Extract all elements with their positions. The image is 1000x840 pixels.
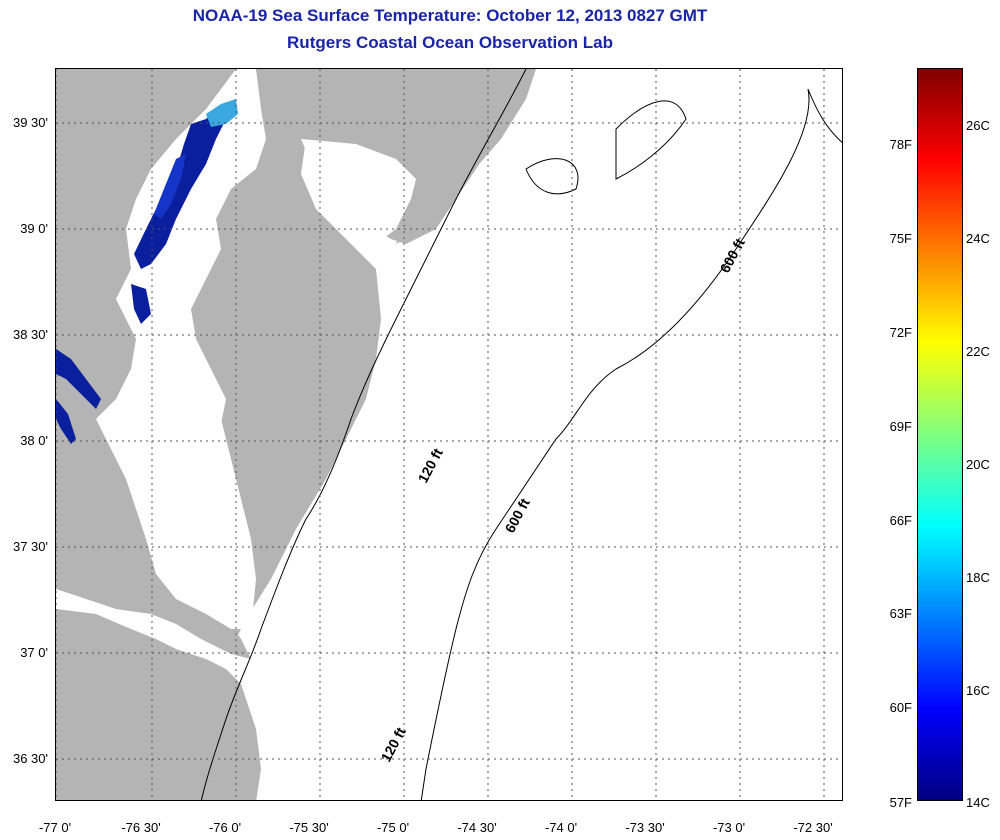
delmarva-peninsula-land [191, 69, 536, 639]
lon-label: -75 30' [289, 820, 329, 835]
lat-label: 38 0' [20, 433, 48, 448]
colorbar-c-label: 18C [966, 570, 990, 585]
colorbar-f-label: 63F [889, 606, 912, 621]
colorbar-f-label: 60F [889, 700, 912, 715]
potomac-sst-2 [56, 399, 76, 444]
lon-label: -75 0' [376, 820, 410, 835]
upper-bay-sst [134, 104, 231, 269]
chesapeake-bay-water [96, 299, 256, 629]
contour-small-2 [525, 158, 579, 195]
gridlines [56, 69, 842, 800]
contour-label-120ft-south: 120 ft [378, 724, 409, 764]
sst-pixels [56, 99, 238, 444]
colorbar-c-label: 14C [966, 795, 990, 810]
sst-map: 600 ft 120 ft 600 ft 120 ft [55, 68, 843, 801]
map-subtitle: Rutgers Coastal Ocean Observation Lab [287, 33, 613, 52]
susquehanna-sst [206, 99, 238, 127]
temperature-colorbar [917, 68, 963, 801]
contour-label-600ft-mid: 600 ft [502, 495, 533, 535]
colorbar-f-label: 57F [889, 795, 912, 810]
land-layer [56, 69, 536, 800]
contour-label-600ft-north: 600 ft [717, 235, 748, 275]
contour-small-1 [615, 100, 687, 180]
lon-label: -72 30' [793, 820, 833, 835]
contour-label-120ft-mid: 120 ft [415, 445, 446, 485]
contour-120ft [200, 69, 527, 800]
potomac-sst [56, 349, 101, 409]
patuxent-sst [131, 284, 151, 324]
lon-label: -73 30' [625, 820, 665, 835]
lon-label: -76 30' [121, 820, 161, 835]
colorbar-f-label: 72F [889, 325, 912, 340]
colorbar-f-label: 69F [889, 419, 912, 434]
colorbar-f-label: 78F [889, 137, 912, 152]
colorbar-c-label: 24C [966, 231, 990, 246]
colorbar-f-label: 66F [889, 513, 912, 528]
cloud-layer [96, 139, 416, 629]
contour-layer [200, 69, 842, 800]
upper-bay-sst-2 [154, 154, 186, 219]
lat-label: 37 0' [20, 645, 48, 660]
lat-label: 38 30' [12, 327, 48, 342]
lat-label: 39 0' [20, 221, 48, 236]
southern-mainland-land [56, 609, 261, 800]
colorbar-f-label: 75F [889, 231, 912, 246]
western-shore-land [56, 69, 251, 659]
lat-label: 37 30' [12, 539, 48, 554]
lon-label: -77 0' [38, 820, 72, 835]
lon-label: -76 0' [208, 820, 242, 835]
lat-label: 39 30' [12, 115, 48, 130]
colorbar-c-label: 22C [966, 344, 990, 359]
contour-600ft-outer [420, 88, 842, 800]
colorbar-c-label: 16C [966, 683, 990, 698]
new-jersey-land [306, 69, 536, 244]
lon-label: -74 30' [457, 820, 497, 835]
lon-label: -74 0' [544, 820, 578, 835]
delaware-bay-water [301, 139, 416, 244]
colorbar-c-label: 20C [966, 457, 990, 472]
map-title: NOAA-19 Sea Surface Temperature: October… [192, 6, 708, 25]
lat-label: 36 30' [12, 751, 48, 766]
colorbar-c-label: 26C [966, 118, 990, 133]
lon-label: -73 0' [712, 820, 746, 835]
map-canvas: 600 ft 120 ft 600 ft 120 ft [56, 69, 842, 800]
